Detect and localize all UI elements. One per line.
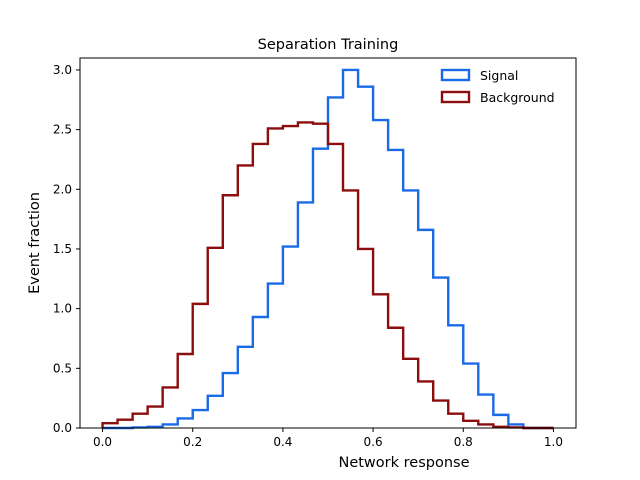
- y-tick-label: 3.0: [53, 63, 72, 77]
- legend-label-signal: Signal: [480, 68, 518, 83]
- series-background-histogram: [101, 121, 554, 430]
- plot-area: [101, 68, 554, 430]
- x-tick-label: 1.0: [544, 435, 563, 449]
- legend-label-background: Background: [480, 90, 555, 105]
- legend-swatch-signal: [440, 68, 471, 82]
- x-axis-label: Network response: [338, 455, 469, 471]
- legend-swatch-background: [440, 90, 471, 104]
- x-tick-label: 0.2: [183, 435, 202, 449]
- y-tick-label: 2.0: [53, 182, 72, 196]
- y-tick-label: 2.5: [53, 123, 72, 137]
- legend: Signal Background: [440, 68, 555, 105]
- y-tick-label: 0.5: [53, 361, 72, 375]
- x-tick-label: 0.4: [273, 435, 292, 449]
- y-tick-label: 1.0: [53, 302, 72, 316]
- x-axis: 0.0 0.2 0.4 0.6 0.8 1.0: [93, 428, 563, 449]
- x-tick-label: 0.8: [454, 435, 473, 449]
- chart-title: Separation Training: [258, 37, 399, 53]
- x-tick-label: 0.6: [364, 435, 383, 449]
- y-tick-label: 1.5: [53, 242, 72, 256]
- y-axis-label: Event fraction: [27, 192, 43, 294]
- axes-frame: [79, 57, 577, 429]
- y-axis: 0.0 0.5 1.0 1.5 2.0 2.5 3.0: [53, 63, 80, 435]
- y-tick-label: 0.0: [53, 421, 72, 435]
- x-tick-label: 0.0: [93, 435, 112, 449]
